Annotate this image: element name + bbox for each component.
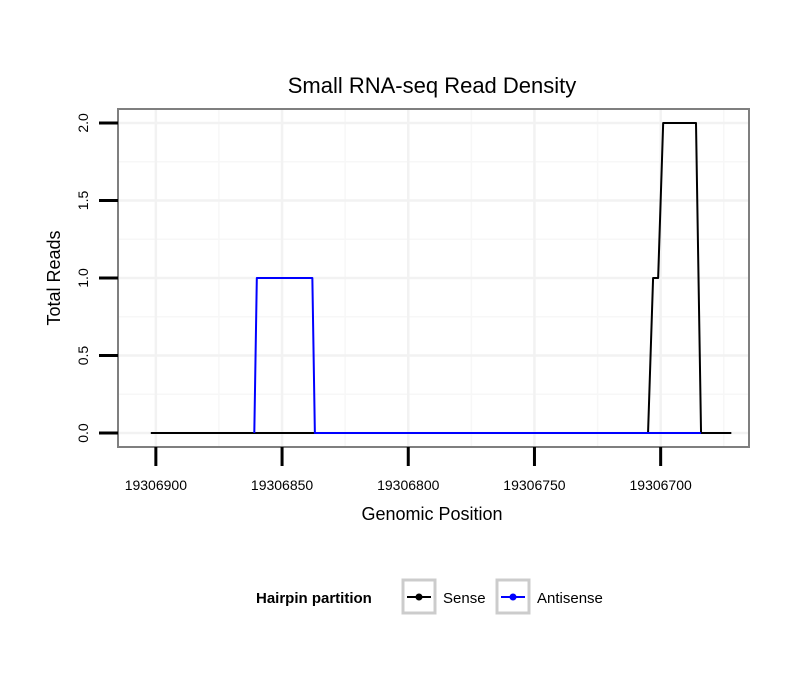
legend-key-dot-antisense bbox=[509, 593, 517, 601]
x-tick-label: 19306800 bbox=[377, 477, 440, 493]
legend-key-dot-sense bbox=[415, 593, 423, 601]
y-tick-label: 0.0 bbox=[75, 423, 91, 443]
y-tick-label: 1.0 bbox=[75, 268, 91, 288]
x-tick-label: 19306900 bbox=[125, 477, 188, 493]
x-axis-label: Genomic Position bbox=[361, 504, 502, 524]
y-axis-label: Total Reads bbox=[44, 230, 64, 325]
series-lines bbox=[150, 121, 732, 435]
series-line-sense bbox=[150, 121, 732, 435]
series-line-antisense bbox=[253, 277, 702, 435]
y-axis: 0.0 0.5 1.0 1.5 2.0 bbox=[75, 113, 118, 443]
x-tick-label: 19306750 bbox=[503, 477, 566, 493]
legend-label-sense: Sense bbox=[443, 590, 486, 607]
legend: Hairpin partition Sense Antisense bbox=[256, 578, 603, 615]
legend-title: Hairpin partition bbox=[256, 590, 372, 607]
y-tick-label: 0.5 bbox=[75, 346, 91, 366]
x-tick-label: 19306850 bbox=[251, 477, 314, 493]
y-tick-label: 2.0 bbox=[75, 113, 91, 133]
legend-label-antisense: Antisense bbox=[537, 590, 603, 607]
y-tick-label: 1.5 bbox=[75, 191, 91, 211]
x-axis: 19306900 19306850 19306800 19306750 19306700 bbox=[125, 447, 692, 493]
chart-title: Small RNA-seq Read Density bbox=[288, 73, 577, 98]
x-tick-label: 19306700 bbox=[630, 477, 693, 493]
